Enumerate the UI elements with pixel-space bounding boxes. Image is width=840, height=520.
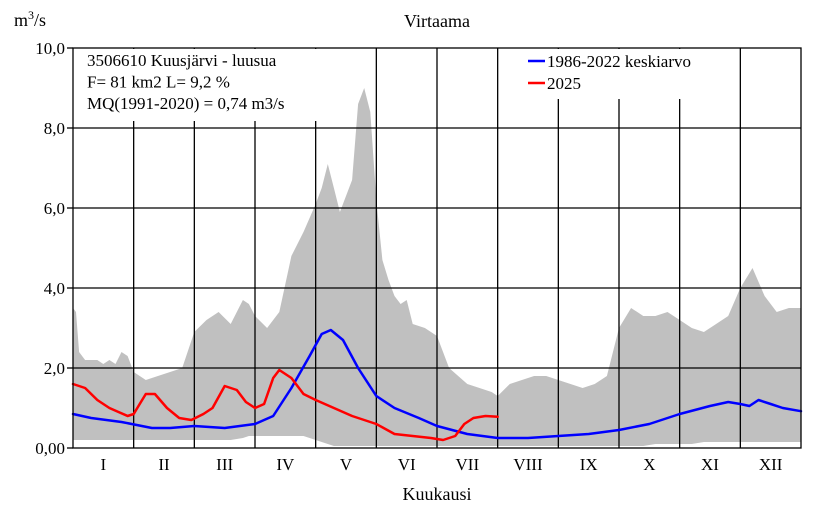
series-line	[71, 328, 803, 440]
y-axis-unit-suffix: /s	[34, 10, 46, 30]
y-tick-label: 2,0	[44, 359, 65, 378]
legend: 1986-2022 keskiarvo 2025	[520, 49, 738, 99]
x-axis-title: Kuukausi	[403, 484, 472, 504]
month-label: XI	[701, 455, 719, 474]
month-label: IV	[276, 455, 295, 474]
series-line	[71, 368, 499, 442]
month-label: VI	[398, 455, 416, 474]
axis-layer: 0,002,04,06,08,010,0I II III IV V VI VII VIII IX…	[35, 39, 802, 474]
y-axis-unit-superscript: 3	[28, 8, 34, 22]
y-tick-label: 8,0	[44, 119, 65, 138]
month-label: VII	[456, 455, 480, 474]
month-label: XII	[759, 455, 783, 474]
y-tick-label: 4,0	[44, 279, 65, 298]
y-tick-label: 6,0	[44, 199, 65, 218]
month-label: V	[340, 455, 353, 474]
info-line: MQ(1991-2020) = 0,74 m3/s	[87, 94, 285, 113]
legend-label: 2025	[547, 74, 581, 93]
info-line: F= 81 km2 L= 9,2 %	[87, 73, 230, 92]
chart-title: Virtaama	[404, 11, 470, 31]
month-label: VIII	[513, 455, 543, 474]
month-label: II	[158, 455, 170, 474]
legend-label: 1986-2022 keskiarvo	[547, 52, 691, 71]
plot-frame	[72, 47, 802, 449]
y-axis-unit-base: m	[14, 10, 28, 30]
month-label: IX	[580, 455, 598, 474]
grid-layer	[73, 48, 801, 448]
month-label: I	[100, 455, 106, 474]
legend-background	[520, 49, 738, 99]
month-label: III	[216, 455, 233, 474]
info-line: 3506610 Kuusjärvi - luusua	[87, 51, 277, 70]
series-layer	[71, 328, 803, 442]
info-box-background	[74, 49, 352, 121]
y-axis-unit-label: m3/s	[14, 8, 46, 30]
y-tick-label: 10,0	[35, 39, 65, 58]
month-label: X	[643, 455, 655, 474]
info-box: 3506610 Kuusjärvi - luusua F= 81 km2 L= 9…	[74, 49, 352, 121]
y-tick-label: 0,00	[35, 439, 65, 458]
